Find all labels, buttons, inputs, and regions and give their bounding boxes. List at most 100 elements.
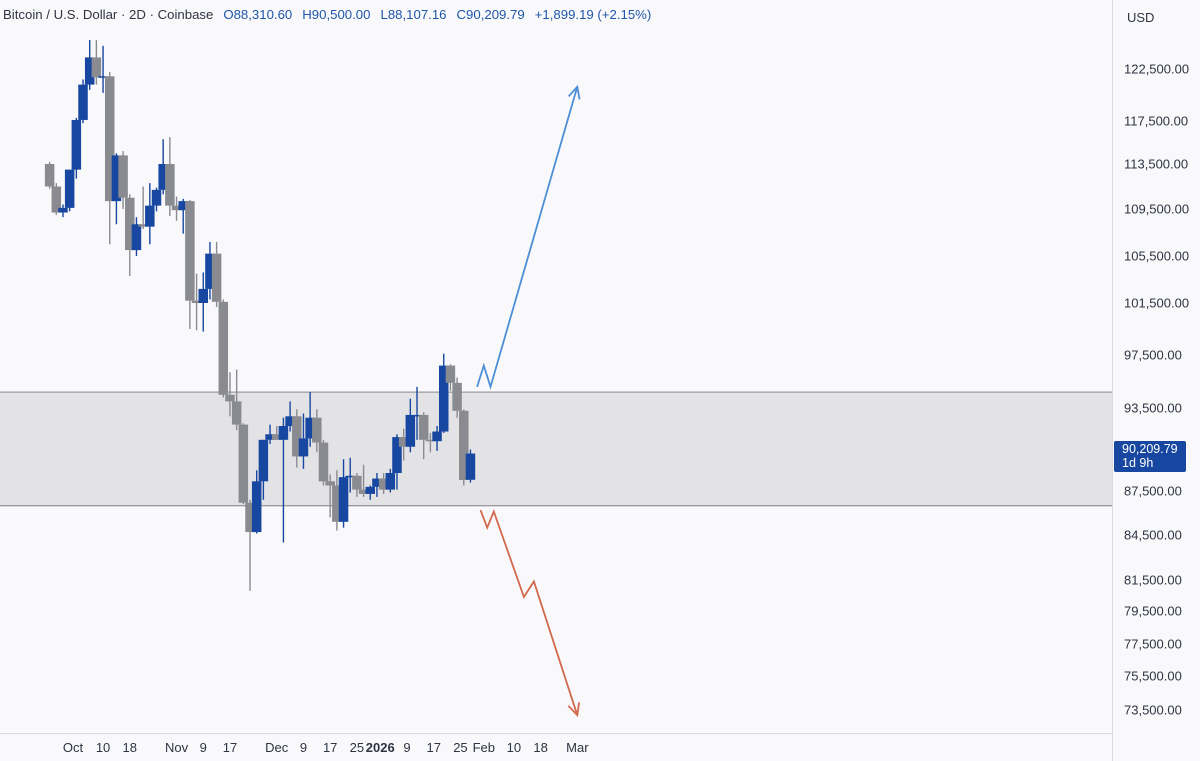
candle-body [178,201,188,211]
candle [91,40,102,85]
candle [265,424,275,444]
price-tick-label: 122,500.00 [1124,61,1190,77]
candle [104,72,115,245]
time-tick-label: 17 [426,740,441,755]
time-tick-label: Dec [265,740,289,755]
candle [432,425,442,451]
candle [198,272,209,332]
candle-body [225,394,235,402]
candle [278,417,289,543]
candle-body [258,439,269,482]
range-zone [0,392,1112,506]
candle [452,377,462,418]
candle [298,413,309,469]
candle [218,299,229,398]
price-tick-label: 113,500.00 [1124,156,1189,172]
time-tick-label: 17 [322,740,338,755]
candle-body [91,57,102,78]
candle-body [385,473,396,490]
candle-body [312,417,322,443]
candle [71,117,82,179]
ohlc-open: O88,310.60 [223,6,293,22]
candle [131,217,142,256]
candle [118,151,128,209]
candle-body [231,401,242,425]
candle [125,194,135,276]
candle-body [345,475,355,478]
price-axis[interactable] [1112,0,1200,761]
candle-body [278,425,289,440]
candle-body [131,224,142,251]
candle [378,473,389,494]
candle-body [305,417,315,439]
time-axis[interactable] [0,733,1112,761]
candle [459,409,469,486]
time-tick-label: Feb [472,740,496,755]
candle-body [459,410,469,480]
candle-body [425,439,436,442]
time-tick-label: 18 [122,740,137,755]
candle-body [365,486,376,494]
candle-body [318,442,329,482]
time-tick-label: 9 [403,740,411,755]
candle [465,449,476,483]
candle [145,183,155,245]
candle [211,241,222,307]
candle-body [84,57,95,85]
price-chart-plot[interactable] [0,0,1112,733]
candle-body [145,205,155,227]
time-tick-label: 9 [299,740,308,755]
candle-body [218,301,229,395]
candle-body [465,453,476,480]
candle [312,409,322,453]
candle [365,485,376,500]
candle-body [352,475,362,490]
candle [332,470,342,531]
candle-body [78,84,88,120]
candle [438,353,449,433]
candle [205,241,215,300]
candle-body [358,489,369,494]
candle-body [104,76,115,202]
bullish-arrowhead-icon [567,84,581,100]
candle-body [271,434,282,440]
candle [185,200,195,329]
price-tick-label: 117,500.00 [1124,113,1189,129]
candle-body [71,119,82,170]
candle-body [445,365,456,383]
candle [258,439,269,500]
price-tick-label: 81,500.00 [1124,572,1182,588]
price-tick-label: 75,500.00 [1124,668,1182,684]
price-tick-label: 93,500.00 [1124,400,1182,416]
candle-body [111,155,122,202]
candle [318,439,329,486]
ohlc-change: +1,899.19 (+2.15%) [534,6,652,22]
candle [44,161,55,189]
time-tick-label: Nov [164,740,189,755]
candle [98,45,108,93]
candle-body [198,288,209,303]
candle [231,369,242,431]
currency-label[interactable]: USD [1127,10,1155,25]
symbol-title[interactable]: Bitcoin / U.S. Dollar · 2D · Coinbase [3,6,214,22]
bearish-arrowhead-icon [567,702,580,718]
candle [151,187,162,212]
candle-body [372,478,382,487]
candle-body [452,382,462,411]
candle [171,196,182,221]
candle [285,401,295,432]
candle [392,434,402,490]
candle [51,183,62,215]
candle [345,457,355,493]
candle [338,459,349,528]
time-tick-label: 10 [95,740,111,755]
price-tick-label: 77,500.00 [1124,636,1182,652]
candle [358,464,369,497]
candle-body [265,434,275,440]
candle [271,425,282,440]
candle-body [412,414,422,417]
last-price-tag: 90,209.79 1d 9h [1114,440,1186,472]
candle [178,198,188,234]
time-tick-label: 9 [199,740,207,755]
ohlc-close: C90,209.79 [456,6,525,22]
